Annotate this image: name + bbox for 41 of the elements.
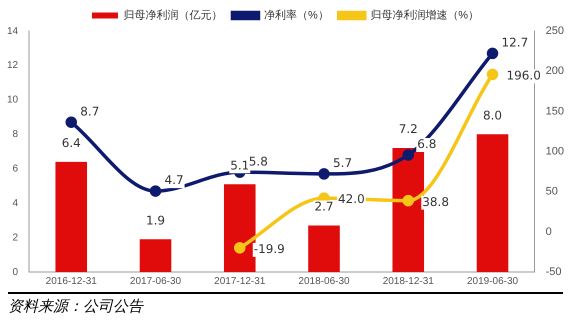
data-label: 6.8 <box>417 137 436 152</box>
data-label: -19.9 <box>254 242 285 256</box>
x-tick-label: 2016-12-31 <box>46 276 98 287</box>
x-tick-label: 2017-12-31 <box>214 276 266 287</box>
y2-tick-label: -50 <box>546 266 562 278</box>
y-tick-label: 4 <box>12 198 19 209</box>
y-tick-label: 2 <box>12 232 19 244</box>
y2-tick-label: 0 <box>546 226 552 238</box>
x-tick-label: 2017-06-30 <box>130 276 182 287</box>
y2-tick-label: 50 <box>546 186 558 198</box>
text: 资料来源：公司公告 <box>8 297 145 316</box>
y2-tick-label: 200 <box>546 65 564 78</box>
data-label: 6.4 <box>62 136 81 150</box>
data-label: 196.0 <box>506 68 541 83</box>
data-label: 8.0 <box>482 108 502 122</box>
y-tick-label: 6 <box>12 163 19 174</box>
y-tick-label: 8 <box>12 129 19 140</box>
data-label: 7.2 <box>398 122 418 136</box>
y-tick-label: 10 <box>7 94 19 106</box>
legend-label: 归母净利润（亿元） <box>123 8 222 22</box>
legend-label: 归母净利润增速（%） <box>370 8 480 22</box>
data-label: 5.8 <box>248 154 268 168</box>
data-label: 4.7 <box>164 173 184 188</box>
data-label: 12.7 <box>502 36 528 50</box>
data-label: 8.7 <box>80 104 100 118</box>
legend-label: 净利率（%） <box>264 8 329 22</box>
x-tick-label: 2019-06-30 <box>466 276 519 287</box>
data-label: 5.7 <box>333 156 352 170</box>
data-label: 5.1 <box>230 158 250 172</box>
data-label: 38.8 <box>422 194 449 209</box>
y-tick-label: 0 <box>12 266 19 278</box>
y-tick-label: 14 <box>7 26 19 37</box>
y2-tick-label: 250 <box>546 25 564 38</box>
x-tick-label: 2018-12-31 <box>382 276 434 287</box>
y2-tick-label: 150 <box>546 105 564 118</box>
x-tick-label: 2018-06-30 <box>298 276 350 287</box>
data-label: 42.0 <box>338 192 365 206</box>
y-tick-label: 12 <box>7 60 19 72</box>
data-label: 2.7 <box>314 200 334 214</box>
y2-tick-label: 100 <box>546 146 564 158</box>
data-label: 1.9 <box>146 213 166 228</box>
